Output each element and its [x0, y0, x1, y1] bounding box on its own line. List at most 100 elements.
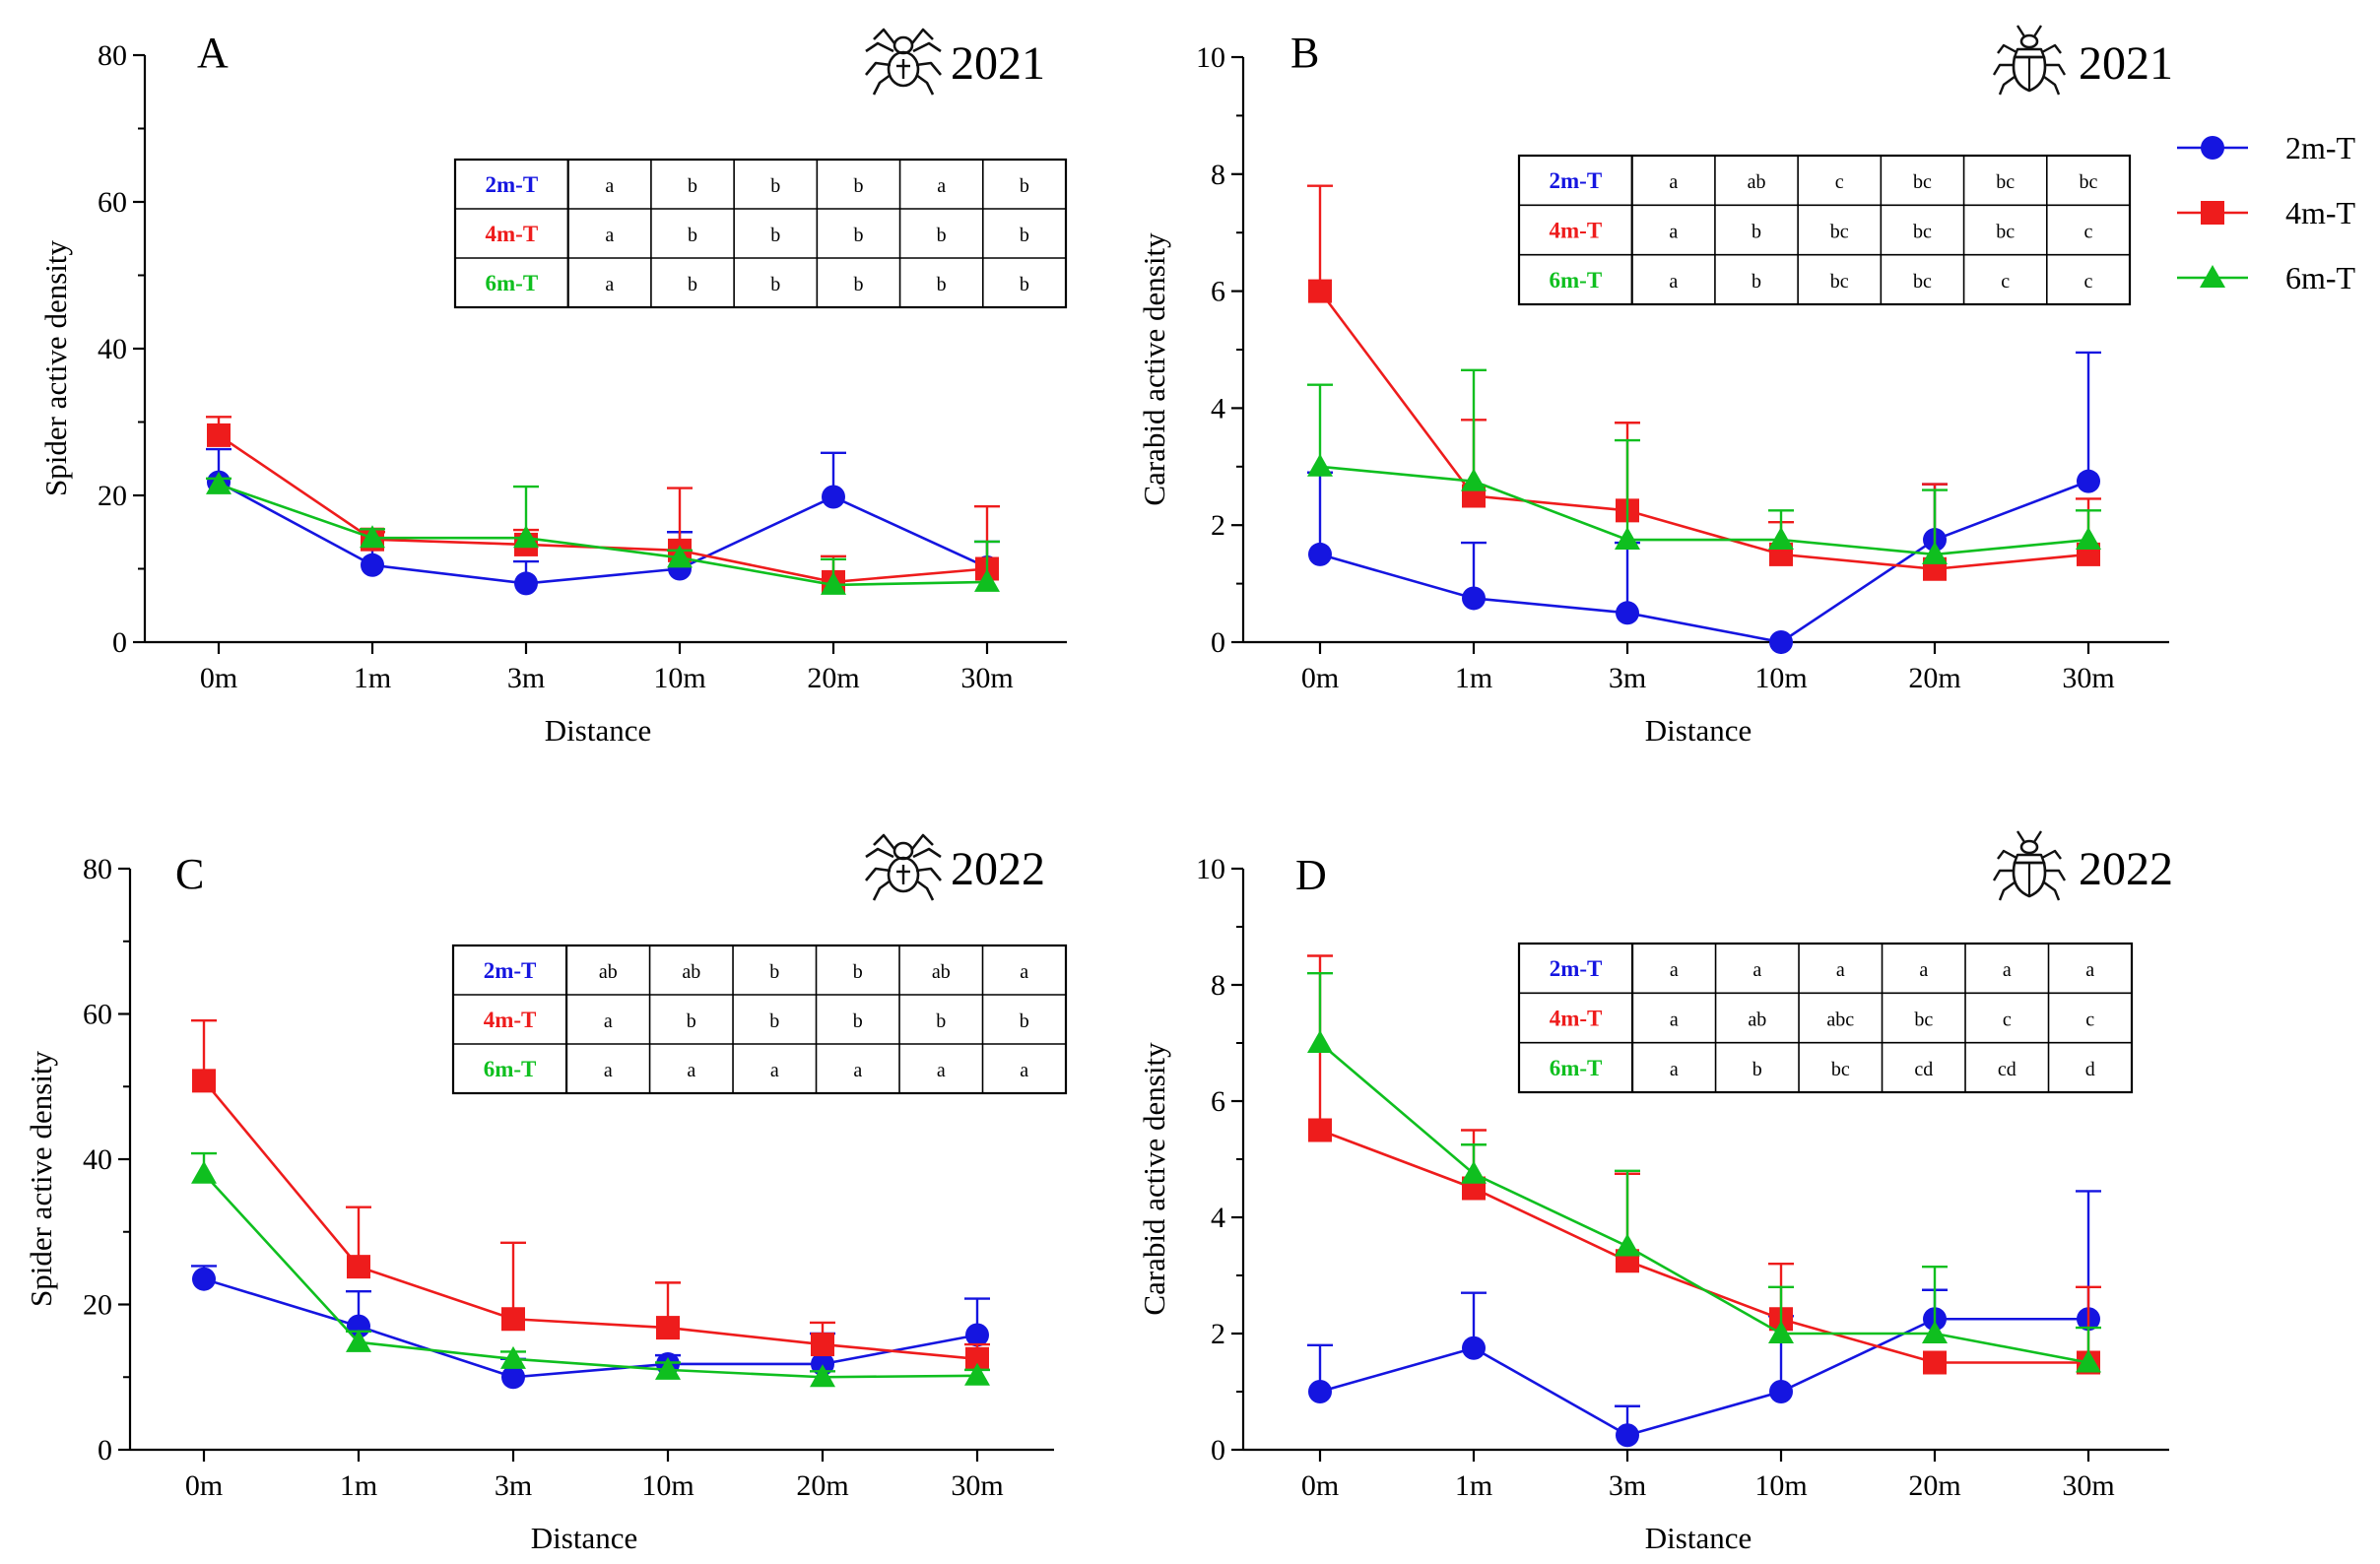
table-row-header: 2m-T	[1550, 168, 1603, 193]
data-point	[811, 1333, 834, 1357]
legend-item-2m-t: 2m-T	[2177, 130, 2356, 165]
data-point	[1769, 1380, 1793, 1403]
data-point	[1307, 1030, 1333, 1053]
x-axis-label: Distance	[1645, 713, 1752, 748]
beetle-icon	[1992, 829, 2067, 902]
table-cell: b	[853, 1010, 863, 1032]
data-point	[1768, 527, 1794, 551]
data-point	[1616, 601, 1639, 625]
table-border	[451, 944, 1068, 1095]
legend-marker	[2201, 201, 2224, 225]
table-cell: ab	[682, 961, 700, 983]
x-tick-label: 10m	[653, 662, 705, 694]
table-cell: b	[937, 274, 947, 295]
data-point	[1768, 1321, 1794, 1343]
table-cell: cd	[1914, 1059, 1933, 1080]
y-tick-label: 40	[98, 333, 127, 365]
table-cell: a	[1020, 961, 1028, 983]
legend-label: 2m-T	[2285, 130, 2356, 165]
panel-label: A	[197, 29, 229, 77]
y-tick-label: 20	[83, 1289, 112, 1322]
table-cell: a	[937, 175, 946, 197]
series-6m-t	[1307, 368, 2101, 564]
x-tick-label: 1m	[1455, 1469, 1492, 1502]
data-point	[655, 1356, 681, 1380]
table-cell: a	[687, 1060, 695, 1081]
table-row-header: 2m-T	[484, 958, 537, 983]
y-tick-label: 4	[1211, 1202, 1225, 1234]
y-tick-label: 6	[1211, 1085, 1225, 1118]
data-point	[361, 553, 384, 577]
x-tick-label: 0m	[1301, 662, 1339, 694]
series-2m-t	[1307, 351, 2101, 654]
data-point	[192, 1069, 216, 1093]
table-cell: ab	[599, 961, 618, 983]
series-line	[1319, 1317, 2088, 1437]
data-point	[1615, 1233, 1640, 1257]
data-point	[1308, 1380, 1332, 1403]
x-tick-label: 30m	[951, 1469, 1003, 1502]
table-cell: b	[1020, 274, 1029, 295]
data-point	[1308, 1118, 1332, 1142]
data-point	[810, 1364, 835, 1388]
x-tick-label: 0m	[185, 1469, 223, 1502]
x-axis-label: Distance	[531, 1521, 637, 1555]
data-point	[346, 1329, 371, 1352]
series-line	[203, 1079, 978, 1361]
data-point	[1307, 453, 1333, 477]
series-2m-t	[191, 1265, 990, 1390]
data-point	[501, 1365, 525, 1390]
table-row-header: 6m-T	[486, 271, 539, 295]
data-point	[1769, 630, 1793, 654]
series-line	[203, 1172, 978, 1379]
table-row-header: 2m-T	[486, 172, 539, 197]
table-cell: c	[2001, 271, 2010, 293]
data-point	[1616, 1423, 1639, 1448]
spider-icon	[864, 833, 943, 902]
y-tick-label: 2	[1211, 509, 1225, 542]
table-cell: b	[1752, 222, 1761, 243]
panel-c: 0 20 40 60 80 0m 1m 3m 10m 20m 30m Distance Spider a…	[24, 833, 1068, 1555]
table-cell: bc	[1913, 222, 1932, 243]
series-line	[203, 1277, 978, 1379]
table-cell: a	[604, 1060, 613, 1081]
x-tick-label: 3m	[507, 662, 545, 694]
panel-label: D	[1295, 851, 1327, 899]
data-point	[2076, 527, 2101, 551]
y-tick-label: 0	[112, 626, 127, 659]
table-cell: c	[2003, 1010, 2012, 1031]
significance-table: 2m-T ab ab b b ab a4m-T a b b b b b6m-T a a a a a a	[451, 944, 1068, 1095]
x-tick-label: 20m	[807, 662, 859, 694]
x-tick-label: 30m	[960, 662, 1013, 694]
significance-table: 2m-T a a a a a a4m-T a ab abc bc c c6m-T a b bc cd cd d	[1517, 942, 2134, 1094]
table-cell: bc	[1996, 222, 2015, 243]
series-4m-t	[191, 1018, 990, 1371]
significance-table: 2m-T a b b b a b 4m-T a b b b b b 6m-T a b b b b b	[453, 158, 1068, 309]
data-point	[2077, 469, 2100, 493]
table-cell: b	[770, 274, 780, 295]
table-cell: bc	[1913, 171, 1932, 193]
y-tick-label: 0	[1211, 626, 1225, 659]
table-cell: a	[1020, 1060, 1028, 1081]
data-point	[500, 1345, 526, 1369]
legend: 2m-T 4m-T 6m-T	[2177, 130, 2356, 295]
spider-icon	[864, 28, 943, 97]
x-tick-label: 0m	[1301, 1469, 1339, 1502]
x-tick-label: 10m	[1754, 1469, 1807, 1502]
x-tick-label: 1m	[1455, 662, 1492, 694]
table-cell: a	[1669, 271, 1678, 293]
data-point	[821, 571, 846, 595]
table-cell: a	[1836, 959, 1845, 981]
table-cell: bc	[1831, 1059, 1850, 1080]
panel-year: 2021	[951, 37, 1045, 90]
data-point	[513, 525, 539, 549]
beetle-icon	[1992, 24, 2067, 97]
data-point	[1922, 1321, 1948, 1343]
legend-marker	[2200, 265, 2225, 288]
table-cell: a	[2003, 959, 2012, 981]
legend-label: 4m-T	[2285, 195, 2356, 230]
legend-item-6m-t: 6m-T	[2177, 260, 2356, 295]
table-cell: c	[2085, 1010, 2094, 1031]
table-cell: b	[688, 274, 697, 295]
